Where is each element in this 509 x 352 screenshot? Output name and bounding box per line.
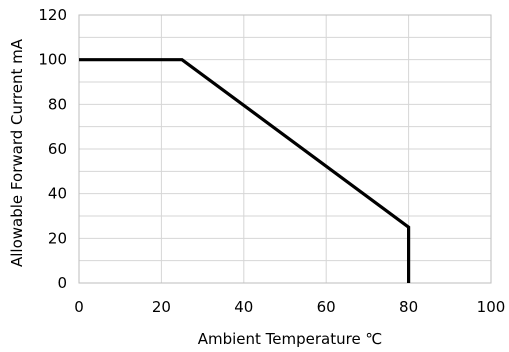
- y-tick-label-40: 40: [48, 185, 67, 203]
- y-tick-labels: 0 20 40 60 80 100 120: [38, 6, 67, 292]
- x-tick-labels: 0 20 40 60 80 100: [74, 298, 505, 316]
- x-tick-label-60: 60: [317, 298, 336, 316]
- series-group: [79, 58, 411, 283]
- y-tick-label-100: 100: [38, 51, 67, 69]
- y-tick-label-60: 60: [48, 140, 67, 158]
- x-tick-label-20: 20: [152, 298, 171, 316]
- y-tick-label-80: 80: [48, 95, 67, 113]
- plot-area-frame: [78, 14, 492, 284]
- x-axis-label: Ambient Temperature ℃: [198, 330, 383, 348]
- y-axis-label: Allowable Forward Current mA: [8, 38, 26, 267]
- y-tick-label-120: 120: [38, 6, 67, 24]
- horizontal-gridlines: [79, 36, 491, 262]
- y-tick-label-0: 0: [57, 274, 67, 292]
- x-tick-label-0: 0: [74, 298, 84, 316]
- x-tick-label-100: 100: [477, 298, 506, 316]
- series-line-0: [79, 58, 411, 283]
- x-tick-label-80: 80: [399, 298, 418, 316]
- x-tick-label-40: 40: [234, 298, 253, 316]
- y-tick-label-20: 20: [48, 229, 67, 247]
